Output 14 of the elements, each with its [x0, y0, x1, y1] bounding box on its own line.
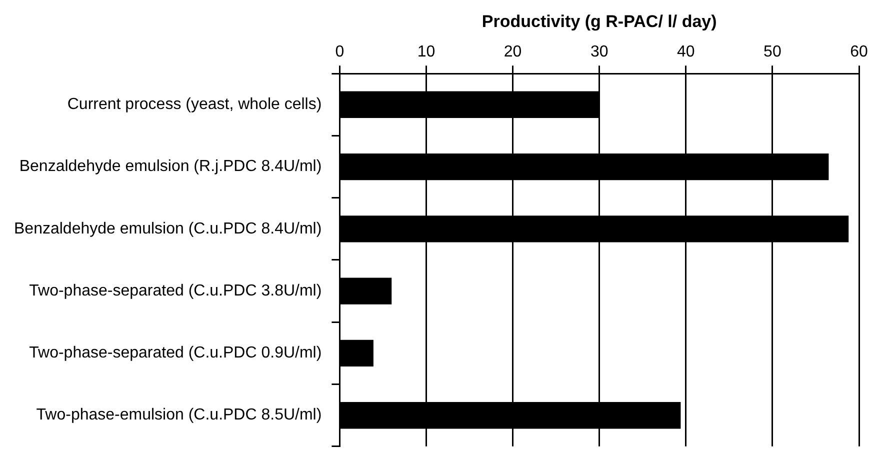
y-tick-label: Current process (yeast, whole cells) [67, 96, 322, 114]
x-tick-label: 10 [417, 43, 436, 60]
x-tick-label: 60 [850, 43, 868, 60]
x-tick-label: 50 [764, 43, 782, 60]
x-tick-label: 30 [590, 43, 608, 60]
x-tick-label: 40 [676, 43, 695, 60]
y-tick-label: Benzaldehyde emulsion (R.j.PDC 8.4U/ml) [19, 158, 322, 176]
y-tick-label: Two-phase-separated (C.u.PDC 0.9U/ml) [29, 344, 322, 362]
x-tick-label: 0 [335, 43, 344, 60]
x-tick-label: 20 [504, 43, 522, 60]
y-tick-label: Two-phase-emulsion (C.u.PDC 8.5U/ml) [36, 406, 322, 424]
y-tick-label: Two-phase-separated (C.u.PDC 3.8U/ml) [29, 282, 322, 300]
x-axis-title: Productivity (g R-PAC/ l/ day) [482, 12, 717, 31]
y-tick-label: Benzaldehyde emulsion (C.u.PDC 8.4U/ml) [14, 220, 322, 238]
